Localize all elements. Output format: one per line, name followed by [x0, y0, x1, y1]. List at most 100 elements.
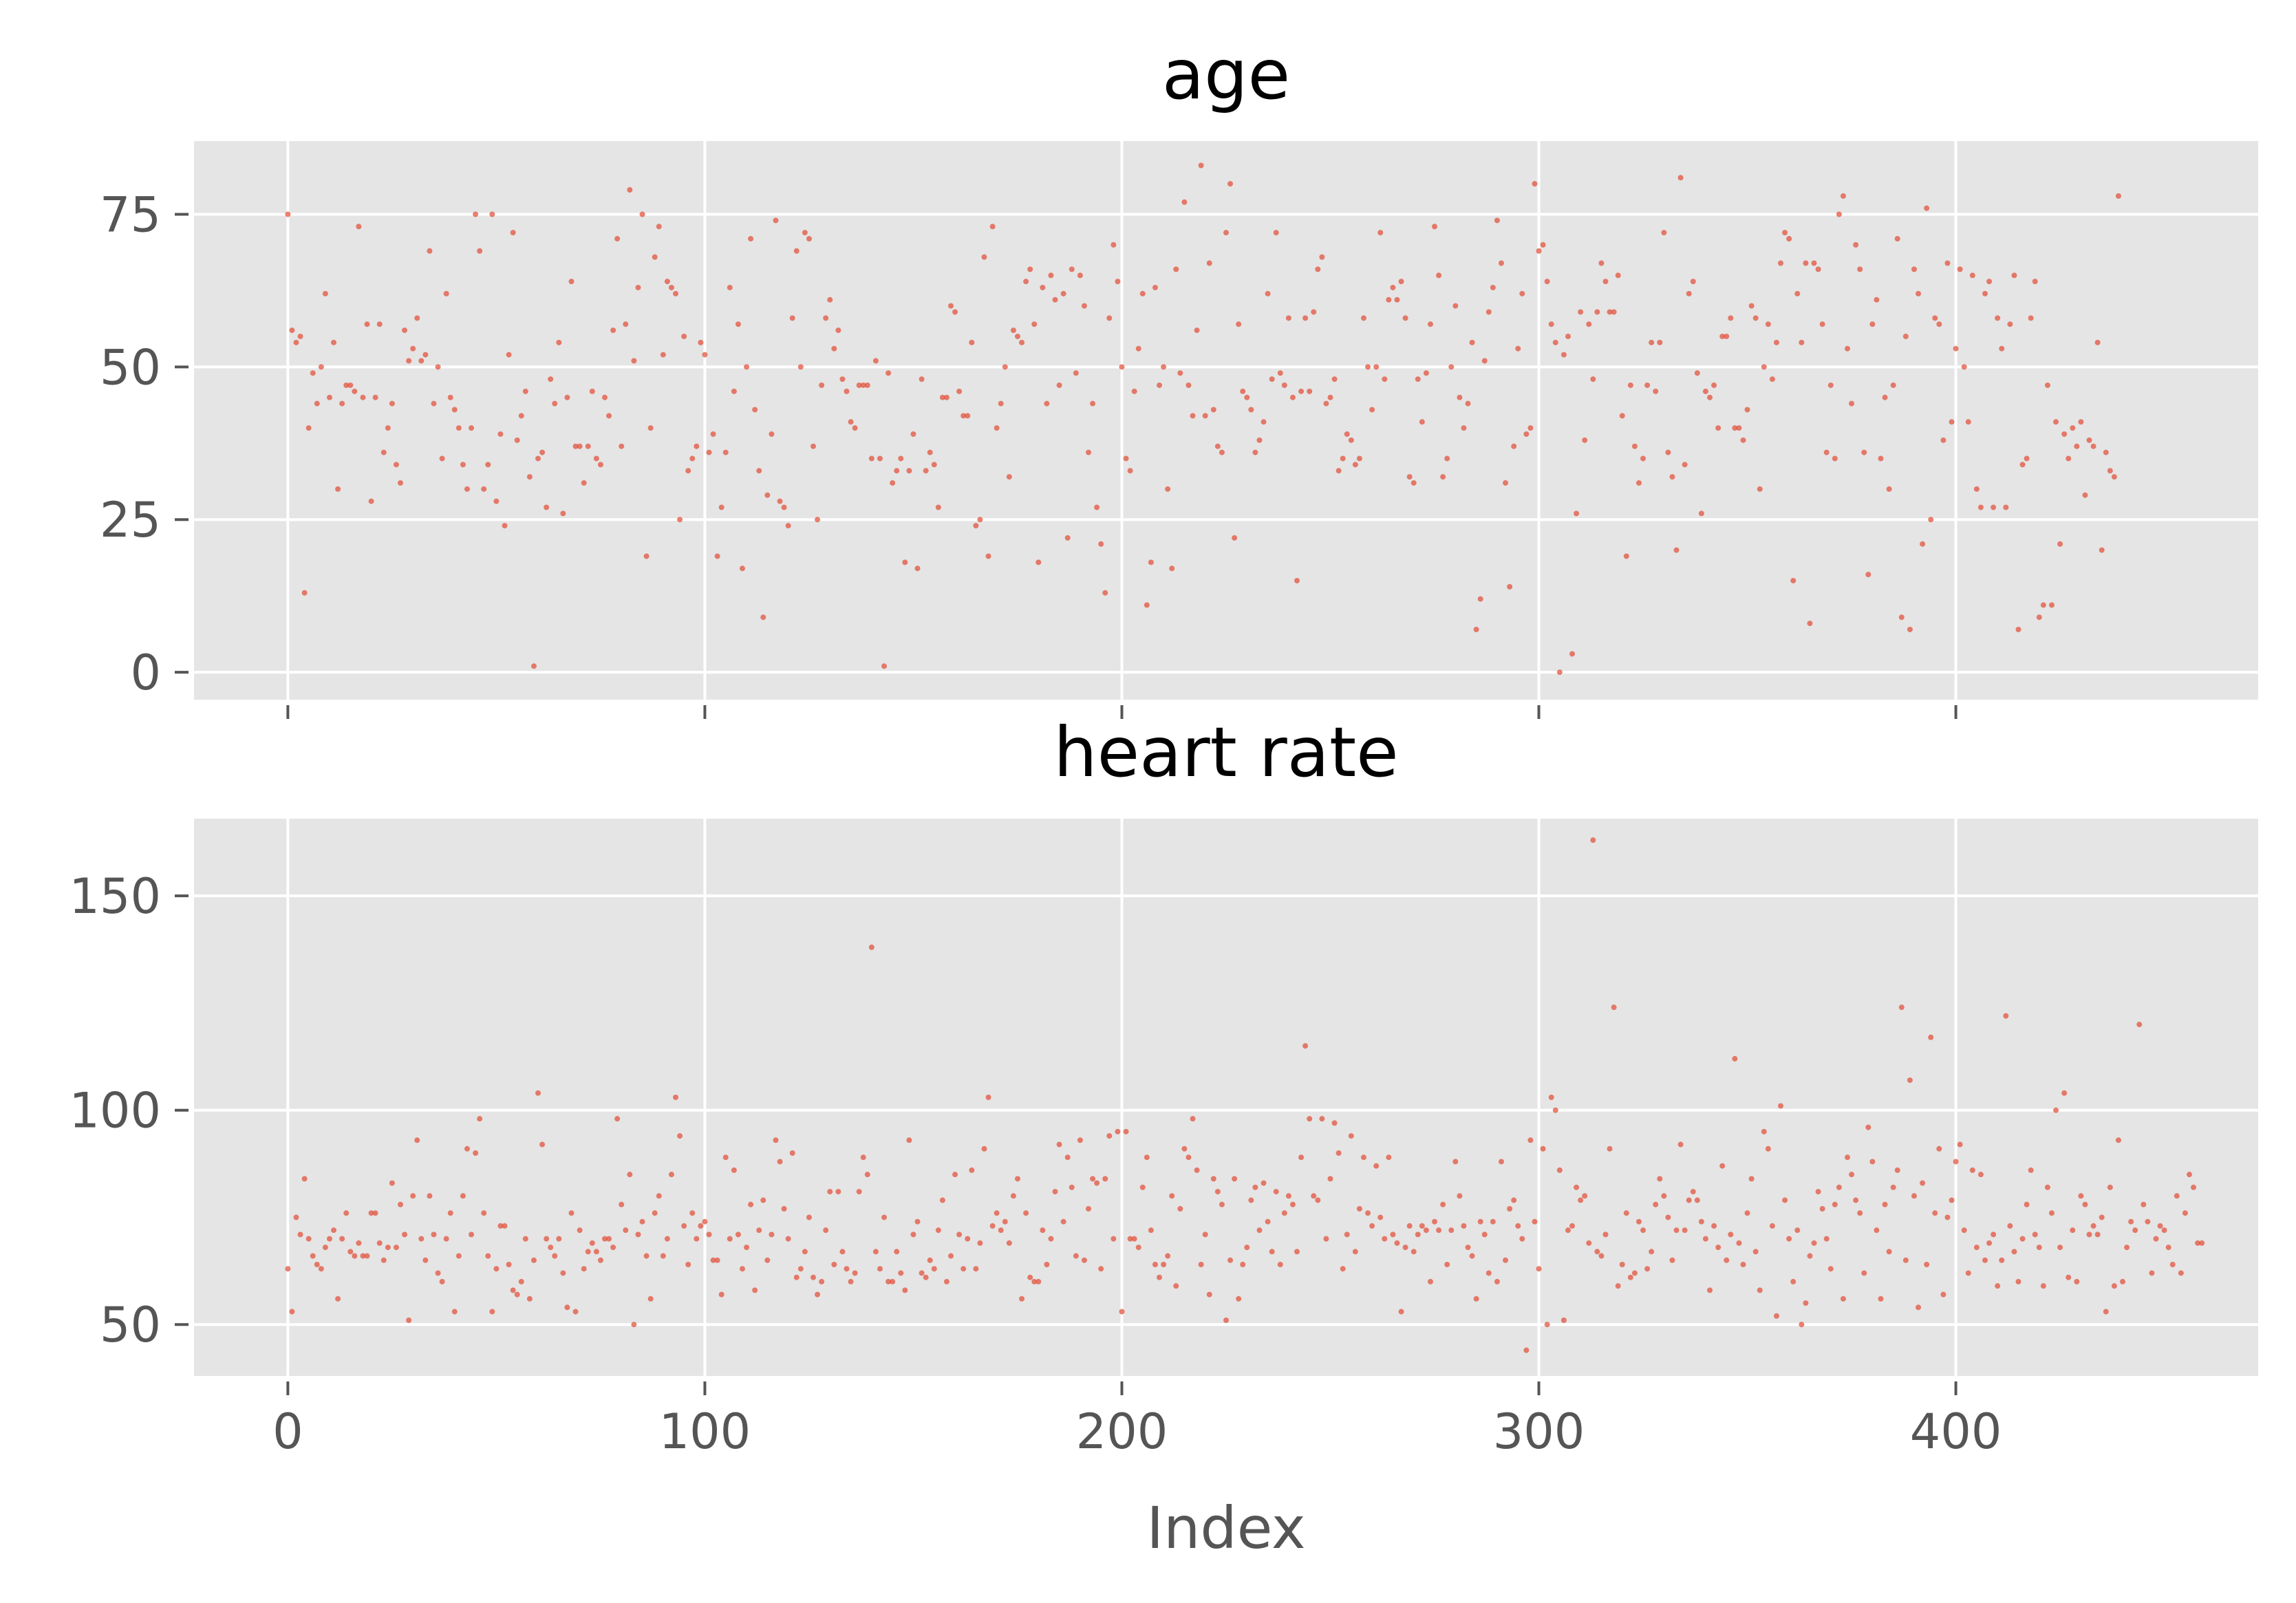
- heart-rate-data-point: [919, 1270, 925, 1276]
- heart-rate-data-point: [1352, 1249, 1358, 1255]
- heart-rate-data-point: [886, 1278, 892, 1284]
- heart-rate-data-point: [2103, 1309, 2109, 1315]
- heart-rate-data-point: [998, 1227, 1004, 1234]
- heart-rate-data-point: [1957, 1141, 1963, 1148]
- age-data-point: [285, 211, 291, 217]
- heart-rate-data-point: [1769, 1223, 1775, 1229]
- heart-rate-data-point: [593, 1249, 599, 1255]
- heart-rate-data-point: [864, 1172, 870, 1178]
- age-data-point: [639, 211, 645, 217]
- age-data-point: [977, 517, 983, 523]
- age-gridlines: [194, 141, 2258, 700]
- heart-rate-data-point: [1173, 1283, 1179, 1289]
- heart-rate-data-point: [793, 1274, 800, 1280]
- heart-rate-data-point: [473, 1150, 479, 1156]
- age-data-point: [1294, 577, 1300, 583]
- age-data-point: [289, 327, 295, 334]
- heart-rate-data-point: [1857, 1210, 1863, 1216]
- age-data-point: [910, 431, 916, 437]
- heart-rate-data-point: [506, 1262, 512, 1267]
- age-data-point: [956, 388, 963, 394]
- heart-rate-data-point: [660, 1253, 666, 1259]
- age-data-point: [1315, 266, 1321, 272]
- age-data-point: [1782, 230, 1788, 236]
- heart-rate-data-point: [1865, 1124, 1871, 1130]
- heart-rate-data-point: [1778, 1103, 1784, 1109]
- age-data-point: [1711, 382, 1717, 388]
- heart-rate-data-point: [1827, 1266, 1834, 1272]
- heart-rate-data-point: [343, 1210, 350, 1216]
- heart-rate-data-point: [2178, 1270, 2184, 1276]
- heart-rate-data-point: [1402, 1245, 1408, 1251]
- age-data-point: [1031, 321, 1038, 327]
- age-data-point: [1882, 394, 1888, 400]
- heart-rate-data-point: [552, 1253, 558, 1259]
- heart-rate-data-point: [1977, 1172, 1984, 1178]
- age-data-point: [2082, 492, 2088, 498]
- heart-rate-data-point: [973, 1266, 979, 1272]
- age-y-tick-label: 50: [100, 339, 161, 396]
- heart-rate-data-point: [752, 1287, 758, 1293]
- heart-rate-data-point: [1707, 1287, 1713, 1293]
- age-data-point: [1157, 382, 1163, 388]
- heart-rate-data-point: [1227, 1257, 1234, 1263]
- age-data-point: [1991, 504, 1997, 510]
- heart-rate-data-point: [1973, 1245, 1980, 1251]
- heart-rate-data-point: [1436, 1227, 1442, 1234]
- heart-rate-data-point: [1214, 1189, 1221, 1195]
- age-data-point: [1669, 474, 1675, 480]
- heart-rate-data-point: [1519, 1236, 1525, 1242]
- heart-rate-data-point: [1661, 1193, 1667, 1199]
- age-data-point: [1352, 462, 1358, 468]
- age-data-point: [1594, 309, 1600, 315]
- heart-rate-data-point: [1335, 1150, 1342, 1156]
- heart-rate-data-point: [2136, 1022, 2143, 1028]
- heart-rate-data-point: [994, 1210, 1000, 1216]
- age-data-point: [318, 364, 324, 370]
- age-data-point: [1373, 364, 1380, 370]
- heart-rate-data-point: [1144, 1154, 1150, 1161]
- heart-rate-data-point: [1090, 1176, 1096, 1182]
- age-data-point: [735, 321, 741, 327]
- age-data-point: [310, 370, 316, 376]
- age-data-point: [368, 498, 374, 504]
- heart-rate-data-point: [422, 1257, 429, 1263]
- heart-rate-data-point: [1473, 1295, 1479, 1302]
- age-data-point: [815, 517, 821, 523]
- heart-rate-data-point: [1653, 1201, 1659, 1207]
- age-data-point: [1649, 339, 1655, 345]
- heart-rate-data-point: [989, 1223, 996, 1229]
- heart-rate-data-point: [451, 1309, 458, 1315]
- age-data-point: [727, 284, 733, 290]
- heart-rate-data-point: [1807, 1253, 1813, 1259]
- age-data-point: [2103, 449, 2109, 455]
- age-data-point: [469, 425, 475, 431]
- heart-rate-data-point: [1757, 1287, 1763, 1293]
- heart-rate-data-point: [902, 1287, 908, 1293]
- age-plot-background: [194, 141, 2258, 700]
- heart-rate-data-point: [1494, 1278, 1500, 1284]
- age-data-point: [1944, 260, 1951, 266]
- age-data-point: [1161, 364, 1167, 370]
- heart-rate-data-point: [2161, 1227, 2167, 1234]
- age-data-point: [1190, 413, 1196, 419]
- age-data-point: [1010, 327, 1016, 334]
- heart-rate-data-point: [1794, 1227, 1801, 1234]
- heart-rate-data-point: [1898, 1004, 1905, 1011]
- heart-rate-data-point: [773, 1137, 779, 1143]
- heart-rate-data-point: [1811, 1240, 1817, 1246]
- heart-rate-data-point: [848, 1278, 854, 1284]
- heart-rate-data-point: [364, 1253, 370, 1259]
- age-data-point: [1398, 279, 1404, 285]
- heart-rate-data-point: [835, 1189, 841, 1195]
- heart-rate-data-point: [1131, 1236, 1137, 1242]
- age-data-point: [506, 352, 512, 358]
- heart-rate-data-point: [1782, 1197, 1788, 1203]
- age-data-point: [398, 480, 403, 486]
- age-data-point: [1503, 480, 1509, 486]
- age-data-point: [1799, 339, 1805, 345]
- heart-rate-data-point: [2049, 1210, 2054, 1216]
- heart-rate-data-point: [1902, 1257, 1909, 1263]
- heart-rate-data-point: [906, 1137, 912, 1143]
- age-data-point: [1574, 510, 1580, 517]
